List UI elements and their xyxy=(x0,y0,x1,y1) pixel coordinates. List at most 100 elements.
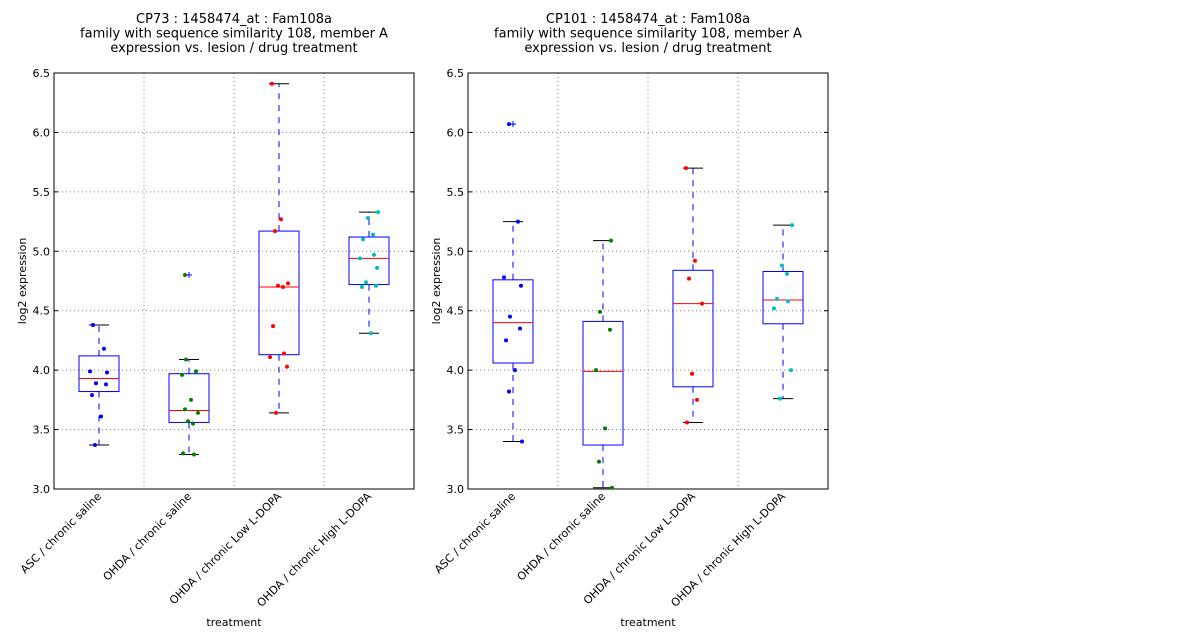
chart-title-line: expression vs. lesion / drug treatment xyxy=(524,41,771,56)
data-point xyxy=(598,309,602,314)
plot-frame xyxy=(53,72,415,490)
data-point xyxy=(93,443,97,448)
iqr-box xyxy=(582,320,624,446)
data-point xyxy=(520,439,524,444)
box-group-2 xyxy=(582,238,624,490)
data-point xyxy=(99,414,103,419)
iqr-box xyxy=(348,236,390,286)
data-point xyxy=(361,237,365,242)
data-point xyxy=(186,419,190,424)
chart-title-line: family with sequence similarity 108, mem… xyxy=(494,27,802,42)
data-point xyxy=(94,381,98,386)
data-point xyxy=(597,459,601,464)
data-point xyxy=(183,273,187,278)
box-group-1 xyxy=(78,322,120,448)
data-point xyxy=(104,382,108,387)
box-group-4 xyxy=(762,223,804,401)
iqr-box xyxy=(762,270,804,325)
data-point xyxy=(780,263,784,268)
data-point xyxy=(286,281,290,286)
data-point xyxy=(684,166,688,171)
data-point xyxy=(281,284,285,289)
x-tick-label: OHDA / chronic saline xyxy=(101,490,195,584)
x-tick-label: OHDA / chronic saline xyxy=(515,490,609,584)
data-point xyxy=(196,410,200,415)
data-point xyxy=(88,369,92,374)
data-point xyxy=(276,283,280,288)
y-tick-label: 5.5 xyxy=(33,186,51,199)
iqr-box xyxy=(492,279,534,364)
y-axis-label: log2 expression xyxy=(16,238,29,325)
data-point xyxy=(273,229,277,234)
y-tick-label: 6.0 xyxy=(447,126,465,139)
y-tick-label: 5.5 xyxy=(447,186,465,199)
data-point xyxy=(610,485,614,490)
y-tick-label: 6.5 xyxy=(447,67,465,80)
data-point xyxy=(790,223,794,228)
chart-title-line: expression vs. lesion / drug treatment xyxy=(110,41,357,56)
data-point xyxy=(189,397,193,402)
data-point xyxy=(271,324,275,329)
data-point xyxy=(105,370,109,375)
data-point xyxy=(594,368,598,373)
data-point xyxy=(690,371,694,376)
data-point xyxy=(516,219,520,224)
data-point xyxy=(372,252,376,257)
chart-title-line: family with sequence similarity 108, mem… xyxy=(80,27,388,42)
data-point xyxy=(504,338,508,343)
y-tick-label: 6.5 xyxy=(33,67,51,80)
data-point xyxy=(603,426,607,431)
data-point xyxy=(91,322,95,327)
data-point xyxy=(778,396,782,401)
data-point xyxy=(608,327,612,332)
data-point xyxy=(282,351,286,356)
iqr-box xyxy=(168,373,210,423)
box-group-2 xyxy=(168,272,210,457)
data-point xyxy=(508,314,512,319)
data-point xyxy=(513,368,517,373)
x-axis-label: treatment xyxy=(206,616,262,629)
data-point xyxy=(192,452,196,457)
plot-frame xyxy=(467,72,829,490)
y-tick-label: 3.0 xyxy=(33,483,51,496)
iqr-box xyxy=(258,230,300,356)
y-tick-label: 4.5 xyxy=(447,305,465,318)
data-point xyxy=(360,284,364,289)
y-tick-label: 6.0 xyxy=(33,126,51,139)
box-group-1 xyxy=(492,121,534,444)
data-point xyxy=(194,369,198,374)
data-point xyxy=(519,283,523,288)
data-point xyxy=(270,81,274,86)
x-axis-label: treatment xyxy=(620,616,676,629)
data-point xyxy=(785,271,789,276)
x-tick-label: ASC / chronic saline xyxy=(18,490,104,576)
data-point xyxy=(268,355,272,360)
y-tick-label: 5.0 xyxy=(447,245,465,258)
data-point xyxy=(786,299,790,304)
data-point xyxy=(507,389,511,394)
box-group-3 xyxy=(672,166,714,425)
y-tick-label: 3.0 xyxy=(447,483,465,496)
y-tick-label: 3.5 xyxy=(33,424,51,437)
data-point xyxy=(191,421,195,426)
data-point xyxy=(180,372,184,377)
data-point xyxy=(772,306,776,311)
data-point xyxy=(371,232,375,237)
data-point xyxy=(184,357,188,362)
data-point xyxy=(364,280,368,285)
data-point xyxy=(376,210,380,215)
data-point xyxy=(285,364,289,369)
y-tick-label: 3.5 xyxy=(447,424,465,437)
chart-title-line: CP101 : 1458474_at : Fam108a xyxy=(546,12,750,27)
data-point xyxy=(502,275,506,280)
iqr-box xyxy=(78,355,120,393)
data-point xyxy=(687,276,691,281)
data-point xyxy=(358,256,362,261)
chart-title-line: CP73 : 1458474_at : Fam108a xyxy=(136,12,332,27)
iqr-box xyxy=(672,269,714,388)
data-point xyxy=(181,451,185,456)
data-point xyxy=(685,420,689,425)
y-tick-label: 4.5 xyxy=(33,305,51,318)
data-point xyxy=(366,216,370,221)
